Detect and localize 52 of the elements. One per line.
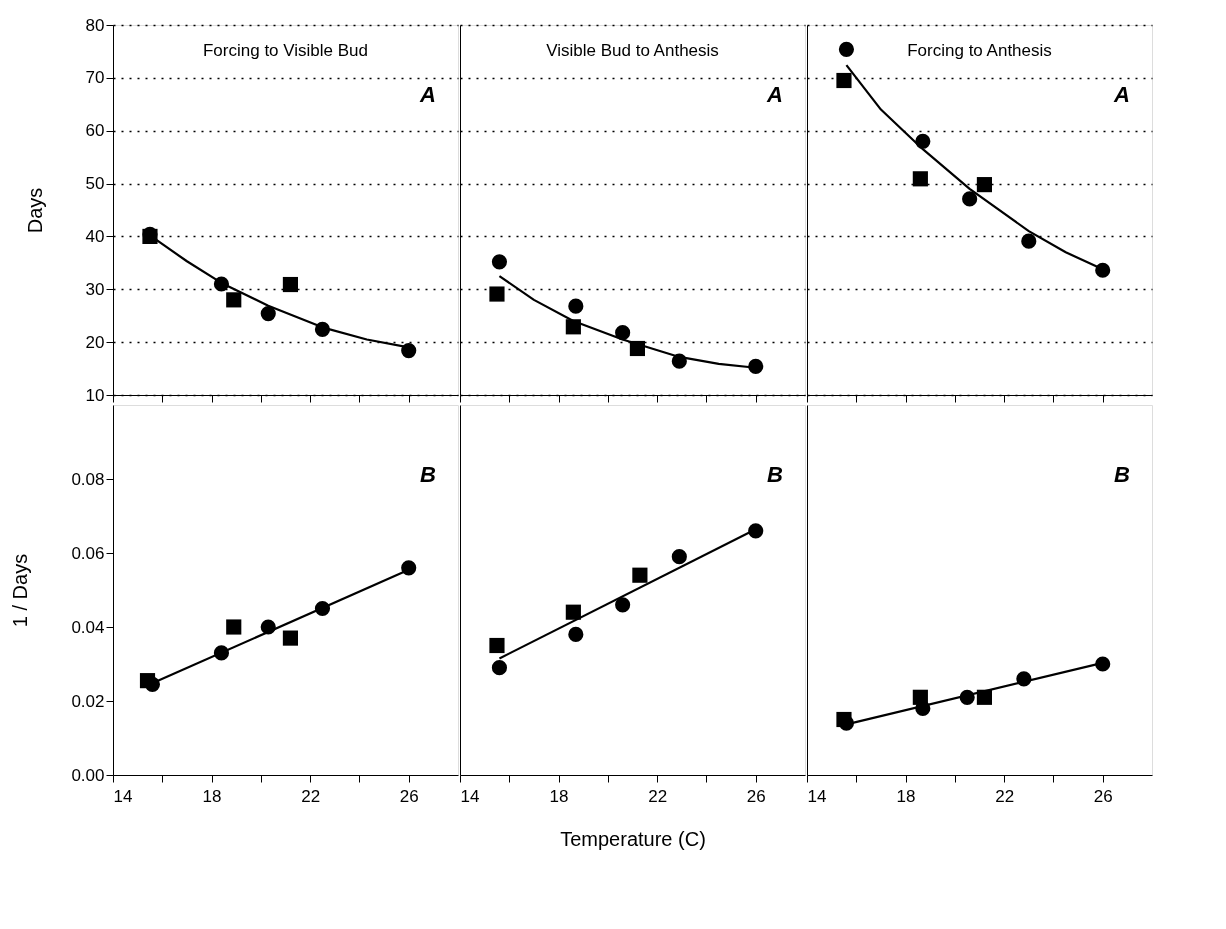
y-tick-label: 50 (85, 174, 105, 194)
point (1021, 233, 1037, 249)
y-tick-label: 80 (85, 15, 105, 35)
point (962, 191, 978, 207)
y-tick-label: 0.00 (71, 765, 105, 785)
y-tick-label: 0.06 (71, 543, 105, 563)
point (489, 286, 505, 302)
point (226, 292, 242, 308)
point (836, 72, 852, 89)
y-axis-title: Days (23, 187, 46, 234)
y-tick-label: 0.02 (71, 691, 105, 711)
y-tick-label: 70 (85, 68, 105, 88)
annotation: B (420, 462, 437, 487)
annotation: B (1114, 462, 1131, 487)
x-tick-label: 22 (648, 786, 668, 806)
x-tick-label: 22 (995, 786, 1015, 806)
point (491, 254, 508, 270)
x-tick-label: 18 (549, 786, 569, 806)
x-tick-label: 26 (399, 786, 419, 806)
x-tick-label: 14 (460, 786, 480, 806)
y-tick-label: 0.08 (71, 469, 105, 489)
x-axis-title: Temperature (C) (560, 827, 706, 850)
annotation: A (419, 82, 436, 107)
point (748, 358, 764, 375)
x-tick-label: 22 (301, 786, 321, 806)
x-tick-label: 14 (807, 786, 827, 806)
y-tick-label: 60 (85, 121, 105, 141)
point (282, 276, 299, 293)
x-tick-label: 26 (746, 786, 766, 806)
text: Visible Bud to Anthesis (546, 41, 719, 60)
annotation: B (767, 462, 784, 487)
x-tick-label: 26 (1093, 786, 1113, 806)
y-tick-label: 20 (85, 332, 105, 352)
x-tick-label: 14 (113, 786, 133, 806)
point (401, 343, 417, 359)
y-tick-label: 10 (85, 385, 105, 405)
point (838, 41, 855, 57)
point (976, 177, 993, 193)
point (912, 171, 928, 187)
point (615, 325, 631, 341)
y-axis-title: 1 / Days (9, 553, 32, 628)
point (568, 298, 584, 314)
annotation: A (1113, 82, 1130, 107)
x-tick-label: 18 (896, 786, 916, 806)
y-tick-label: 30 (85, 279, 105, 299)
annotation: A (766, 82, 783, 107)
point (260, 306, 276, 322)
text: Forcing to Anthesis (907, 41, 1052, 60)
y-tick-label: 0.04 (71, 617, 105, 637)
text: Forcing to Visible Bud (202, 41, 369, 60)
x-tick-label: 18 (202, 786, 222, 806)
y-tick-label: 40 (85, 226, 105, 246)
